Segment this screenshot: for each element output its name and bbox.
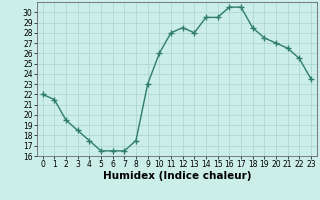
X-axis label: Humidex (Indice chaleur): Humidex (Indice chaleur) [102,171,251,181]
